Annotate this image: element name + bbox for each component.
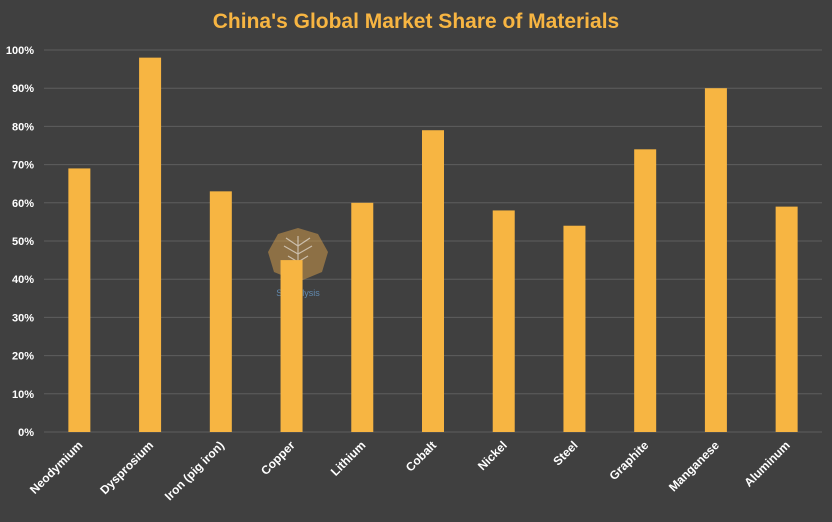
bar-graphite [634, 149, 657, 432]
bar-iron-pig-iron [209, 191, 232, 432]
x-tick-label: Iron (pig iron) [162, 438, 227, 503]
y-tick-label: 0% [18, 427, 34, 439]
x-tick-label: Aluminum [741, 438, 792, 489]
y-tick-label: 30% [12, 312, 34, 324]
x-tick-label: Dysprosium [97, 438, 156, 497]
chart-title: China's Global Market Share of Materials [213, 10, 619, 33]
bar-dysprosium [139, 57, 162, 432]
y-tick-label: 20% [12, 351, 34, 363]
bar-nickel [492, 210, 515, 432]
x-tick-label: Copper [258, 438, 298, 478]
y-tick-label: 70% [12, 160, 34, 172]
x-tick-label: Lithium [328, 438, 369, 479]
bar-aluminum [775, 206, 798, 432]
bar-steel [563, 225, 586, 432]
x-tick-label: Neodymium [27, 438, 85, 496]
x-tick-label: Graphite [607, 438, 652, 483]
y-tick-label: 80% [12, 121, 34, 133]
x-tick-label: Cobalt [403, 438, 439, 474]
y-tick-label: 10% [12, 389, 34, 401]
bar-lithium [351, 202, 374, 432]
bars [68, 57, 798, 433]
y-axis-tick-labels: 0% 10% 20% 30% 40% 50% 60% 70% 80% 90% 100% [6, 45, 34, 439]
x-tick-label: Manganese [666, 438, 722, 494]
bar-neodymium [68, 168, 91, 433]
y-tick-label: 60% [12, 198, 34, 210]
x-tick-label: Steel [550, 438, 580, 468]
bar-manganese [704, 88, 727, 432]
bar-cobalt [422, 130, 444, 432]
bar-copper [280, 260, 303, 432]
y-tick-label: 40% [12, 274, 34, 286]
x-tick-label: Nickel [475, 438, 510, 473]
y-tick-label: 100% [6, 45, 34, 57]
y-tick-label: 50% [12, 236, 34, 248]
x-axis-tick-labels: Neodymium Dysprosium Iron (pig iron) Copper… [27, 438, 793, 503]
y-tick-label: 90% [12, 83, 34, 95]
